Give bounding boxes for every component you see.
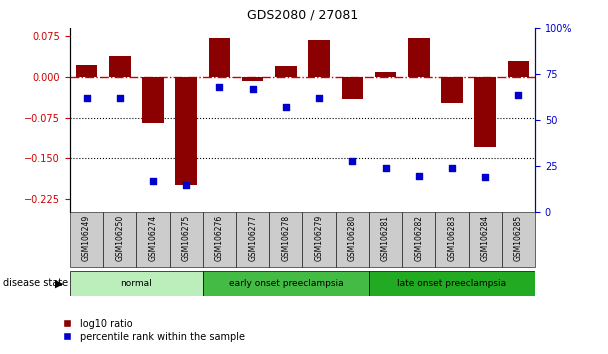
Text: GSM106283: GSM106283 (447, 215, 457, 261)
Point (181, 182, 191, 188)
FancyBboxPatch shape (269, 212, 302, 267)
Bar (275, 66, 297, 77)
Point (215, 84, 224, 90)
FancyBboxPatch shape (203, 212, 236, 267)
Point (480, 175, 490, 180)
Point (314, 96, 324, 101)
Text: GSM106279: GSM106279 (314, 215, 323, 261)
FancyBboxPatch shape (502, 212, 535, 267)
Bar (408, 38, 430, 77)
Point (381, 165, 390, 171)
Bar (109, 57, 131, 77)
Text: GSM106275: GSM106275 (182, 215, 191, 261)
Bar (209, 38, 230, 77)
FancyBboxPatch shape (103, 212, 136, 267)
Point (447, 165, 457, 171)
Text: disease state: disease state (3, 278, 68, 288)
Text: GSM106285: GSM106285 (514, 215, 523, 261)
Text: early onset preeclampsia: early onset preeclampsia (229, 279, 343, 288)
Point (81, 96, 91, 101)
FancyBboxPatch shape (203, 271, 369, 296)
FancyBboxPatch shape (236, 212, 269, 267)
FancyBboxPatch shape (170, 212, 203, 267)
Bar (76, 65, 97, 77)
Point (115, 96, 125, 101)
FancyBboxPatch shape (70, 271, 203, 296)
FancyBboxPatch shape (435, 212, 469, 267)
FancyBboxPatch shape (70, 212, 103, 267)
Point (281, 105, 291, 110)
Text: ▶: ▶ (55, 278, 64, 288)
Text: GSM106274: GSM106274 (148, 215, 157, 261)
Point (248, 86, 258, 92)
Bar (242, 77, 263, 81)
Bar (142, 77, 164, 123)
Text: normal: normal (120, 279, 152, 288)
Text: GSM106278: GSM106278 (282, 215, 291, 261)
Point (514, 92, 523, 97)
Point (414, 173, 424, 178)
FancyBboxPatch shape (302, 212, 336, 267)
Bar (308, 40, 330, 77)
Text: GSM106276: GSM106276 (215, 215, 224, 261)
FancyBboxPatch shape (136, 212, 170, 267)
Text: GSM106280: GSM106280 (348, 215, 357, 261)
FancyBboxPatch shape (336, 212, 369, 267)
Text: GDS2080 / 27081: GDS2080 / 27081 (247, 9, 358, 22)
Text: GSM106277: GSM106277 (248, 215, 257, 261)
Bar (474, 77, 496, 147)
Bar (508, 61, 529, 77)
Bar (441, 77, 463, 103)
FancyBboxPatch shape (369, 212, 402, 267)
FancyBboxPatch shape (469, 212, 502, 267)
FancyBboxPatch shape (402, 212, 435, 267)
Text: late onset preeclampsia: late onset preeclampsia (398, 279, 506, 288)
Text: GSM106250: GSM106250 (116, 215, 124, 261)
Text: GSM106282: GSM106282 (414, 215, 423, 261)
Point (347, 158, 357, 164)
Text: GSM106249: GSM106249 (82, 215, 91, 261)
Point (148, 178, 158, 184)
Bar (342, 77, 363, 99)
FancyBboxPatch shape (369, 271, 535, 296)
Bar (375, 72, 396, 77)
Bar (175, 77, 197, 185)
Text: GSM106281: GSM106281 (381, 215, 390, 261)
Legend: log10 ratio, percentile rank within the sample: log10 ratio, percentile rank within the … (54, 315, 249, 346)
Text: GSM106284: GSM106284 (481, 215, 489, 261)
